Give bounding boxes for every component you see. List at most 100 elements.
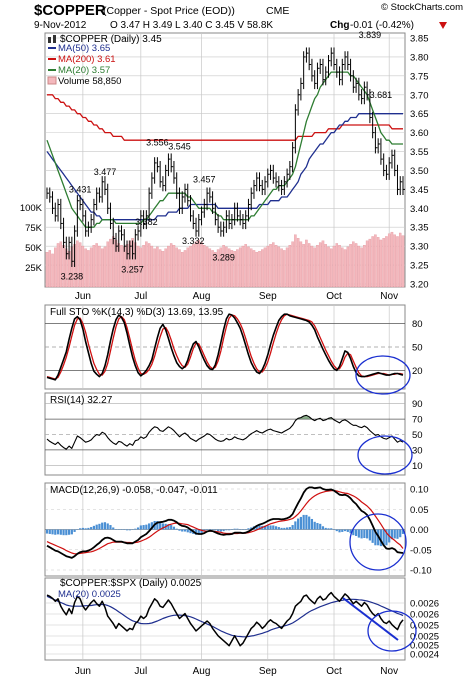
macd-histogram-bar	[258, 525, 261, 530]
macd-histogram-bar	[145, 524, 148, 530]
macd-histogram-bar	[183, 529, 187, 532]
volume-bar	[335, 243, 339, 288]
macd-histogram-bar	[172, 526, 176, 530]
macd-histogram-bar	[299, 516, 302, 530]
volume-bar	[186, 247, 189, 288]
macd-histogram-bar	[233, 528, 236, 530]
macd-histogram-bar	[352, 529, 355, 536]
down-arrow-icon	[439, 22, 447, 29]
volume-bar	[376, 237, 380, 288]
macd-histogram-bar	[178, 529, 181, 531]
ratio-highlight-circle	[367, 610, 417, 652]
price-annotation: 3.477	[94, 167, 117, 177]
macd-histogram-bar	[366, 529, 369, 539]
volume-bar	[368, 238, 372, 288]
volume-bar	[76, 240, 79, 288]
volume-bar	[379, 239, 383, 288]
volume-bar	[272, 242, 275, 288]
volume-bar	[219, 247, 223, 288]
sto-d-line	[46, 313, 404, 380]
volume-bar	[294, 234, 297, 288]
volume-bar	[156, 246, 159, 288]
rsi-y-tick-label: 90	[412, 399, 423, 410]
change-label: Chg	[330, 20, 349, 31]
macd-histogram-bar	[142, 525, 145, 530]
macd-histogram-bar	[399, 529, 402, 538]
price-y-tick-label: 3.80	[410, 52, 429, 63]
volume-bar	[371, 236, 374, 288]
legend-ma20: MA(20) 3.57	[58, 65, 110, 76]
volume-bar	[145, 241, 148, 288]
macd-y-tick-label: 0.05	[410, 505, 429, 516]
volume-bar	[78, 242, 82, 288]
price-y-tick-label: 3.65	[410, 109, 429, 120]
volume-bar	[192, 244, 195, 288]
sto-highlight-circle	[355, 355, 411, 395]
volume-bar	[169, 243, 173, 288]
macd-histogram-bar	[269, 525, 272, 530]
ratio-x-tick-label: Aug	[193, 666, 211, 677]
volume-bar	[341, 247, 344, 288]
volume-bar	[299, 241, 303, 288]
macd-histogram-bar	[313, 521, 316, 530]
quote-date: 9-Nov-2012	[34, 20, 87, 31]
rsi-y-tick-label: 30	[412, 445, 423, 456]
rsi-y-tick-label: 70	[412, 415, 423, 426]
macd-histogram-bar	[139, 525, 142, 530]
macd-histogram-bar	[360, 529, 363, 539]
volume-bar	[106, 241, 109, 288]
volume-bar	[249, 248, 253, 288]
macd-histogram-bar	[346, 529, 349, 532]
macd-histogram-bar	[95, 524, 98, 530]
macd-histogram-bar	[112, 527, 115, 530]
macd-histogram-bar	[357, 529, 360, 538]
macd-histogram-bar	[84, 528, 87, 530]
volume-bar	[227, 248, 231, 288]
macd-histogram-bar	[324, 527, 327, 530]
macd-histogram-bar	[189, 529, 192, 534]
price-y-tick-label: 3.75	[410, 71, 429, 82]
volume-bar	[81, 245, 85, 288]
macd-histogram-bar	[343, 529, 347, 532]
volume-bar	[385, 236, 388, 288]
macd-histogram-bar	[228, 529, 231, 531]
legend-swatch-volume	[47, 76, 57, 85]
volume-bar	[203, 245, 206, 288]
volume-bar	[48, 250, 52, 288]
watermark: © StockCharts.com	[381, 2, 463, 13]
ratio-y-tick-label: 0.0026	[410, 610, 439, 621]
macd-histogram-bar	[277, 527, 280, 530]
volume-bar	[291, 241, 294, 288]
macd-histogram-bar	[103, 522, 107, 530]
exchange-label: CME	[266, 5, 289, 17]
volume-bar	[225, 246, 228, 288]
macd-histogram-bar	[62, 529, 65, 536]
volume-bar	[241, 245, 245, 288]
macd-histogram-bar	[222, 529, 225, 532]
volume-bar	[374, 234, 377, 288]
volume-bar	[266, 245, 270, 288]
volume-bar	[324, 244, 327, 288]
macd-histogram-bar	[310, 518, 314, 530]
macd-histogram-bar	[92, 525, 96, 530]
volume-bar	[172, 245, 176, 288]
macd-histogram-bar	[263, 525, 267, 530]
rsi-overbought-fill	[295, 415, 334, 420]
volume-bar	[321, 240, 325, 288]
sto-k-line	[46, 313, 404, 381]
volume-bar	[307, 243, 311, 288]
volume-bar	[54, 247, 57, 288]
macd-histogram-bar	[349, 529, 352, 534]
price-y-tick-label: 3.35	[410, 223, 429, 234]
rsi-panel-title: RSI(14) 32.27	[50, 395, 113, 406]
macd-panel-title: MACD(12,26,9) -0.058, -0.047, -0.011	[50, 485, 218, 496]
macd-histogram-bar	[363, 529, 366, 539]
price-x-tick-label: Aug	[193, 291, 211, 302]
volume-bar	[109, 238, 112, 288]
macd-histogram-bar	[67, 529, 71, 535]
macd-histogram-bar	[217, 529, 220, 532]
volume-bar	[120, 245, 123, 288]
volume-bar	[147, 243, 151, 288]
macd-histogram-bar	[390, 529, 394, 540]
volume-bar	[302, 244, 305, 288]
